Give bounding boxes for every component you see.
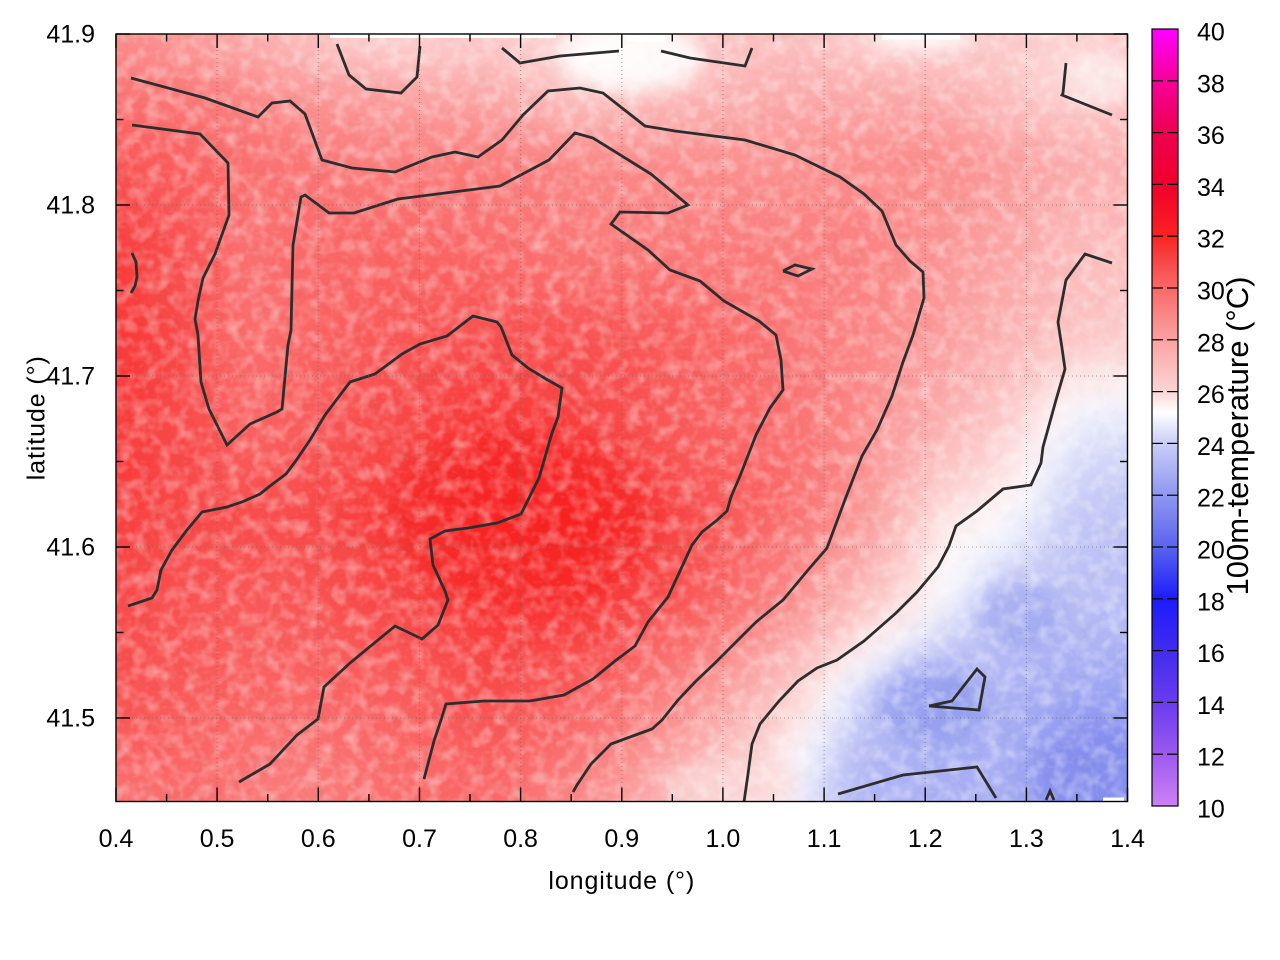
- svg-text:41.7: 41.7: [46, 363, 95, 391]
- svg-text:28: 28: [1197, 329, 1225, 357]
- svg-text:1.1: 1.1: [807, 825, 842, 853]
- svg-text:40: 40: [1197, 19, 1225, 47]
- svg-text:34: 34: [1197, 174, 1225, 202]
- svg-text:12: 12: [1197, 744, 1225, 772]
- svg-text:38: 38: [1197, 70, 1225, 98]
- svg-text:20: 20: [1197, 537, 1225, 565]
- svg-text:30: 30: [1197, 278, 1225, 306]
- svg-text:0.7: 0.7: [402, 825, 437, 853]
- svg-text:41.6: 41.6: [46, 534, 95, 562]
- svg-text:16: 16: [1197, 640, 1225, 668]
- svg-text:41.8: 41.8: [46, 192, 95, 220]
- svg-text:0.6: 0.6: [301, 825, 336, 853]
- svg-text:0.5: 0.5: [200, 825, 235, 853]
- svg-text:0.9: 0.9: [604, 825, 639, 853]
- svg-text:0.4: 0.4: [99, 825, 134, 853]
- svg-text:latitude (°): latitude (°): [23, 355, 51, 480]
- svg-text:41.5: 41.5: [46, 705, 95, 733]
- svg-text:24: 24: [1197, 433, 1225, 461]
- svg-text:18: 18: [1197, 588, 1225, 616]
- svg-text:0.8: 0.8: [503, 825, 538, 853]
- svg-text:22: 22: [1197, 485, 1225, 513]
- svg-text:1.3: 1.3: [1009, 825, 1044, 853]
- svg-text:10: 10: [1197, 796, 1225, 824]
- svg-text:longitude (°): longitude (°): [548, 867, 695, 895]
- svg-text:41.9: 41.9: [46, 21, 95, 49]
- svg-text:32: 32: [1197, 226, 1225, 254]
- svg-text:1.4: 1.4: [1110, 825, 1145, 853]
- svg-text:14: 14: [1197, 692, 1225, 720]
- svg-text:26: 26: [1197, 381, 1225, 409]
- svg-text:1.0: 1.0: [706, 825, 741, 853]
- svg-text:100m-temperature (°C): 100m-temperature (°C): [1220, 276, 1255, 595]
- svg-text:1.2: 1.2: [908, 825, 943, 853]
- svg-text:36: 36: [1197, 122, 1225, 150]
